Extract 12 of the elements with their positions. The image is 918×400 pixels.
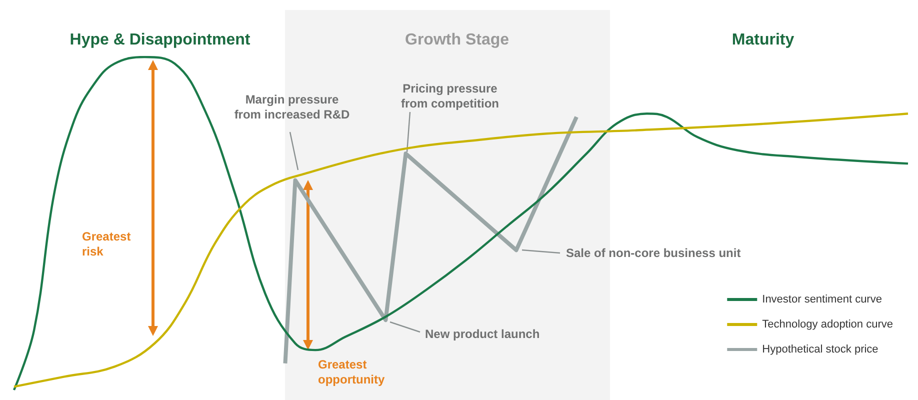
annotation: Margin pressure from increased R&D (234, 92, 350, 122)
text: Maturity (732, 32, 794, 48)
text: Growth Stage (404, 32, 510, 48)
annotation: Greatest risk (82, 230, 131, 258)
annotation: New product launch (425, 327, 540, 341)
annotation: Sale of non-core business unit (566, 246, 741, 260)
annotation: Greatest opportunity (318, 358, 385, 386)
legend-label: Hypothetical stock price (762, 344, 878, 356)
annotation: Pricing pressure from competition (401, 82, 499, 110)
legend-label: Technology adoption curve (762, 318, 894, 330)
text: Hype & Disappointment (70, 32, 251, 48)
legend-label: Investor sentiment curve (762, 294, 882, 306)
